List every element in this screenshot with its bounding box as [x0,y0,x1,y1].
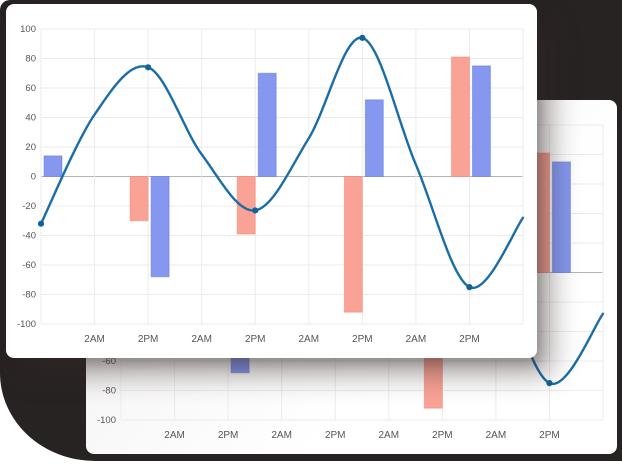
svg-text:80: 80 [25,54,36,65]
svg-text:-60: -60 [22,260,36,271]
svg-text:0: 0 [31,172,36,183]
svg-text:2AM: 2AM [406,334,427,345]
svg-text:2PM: 2PM [218,430,239,441]
svg-text:20: 20 [25,142,36,153]
svg-text:-100: -100 [17,319,36,330]
svg-text:-80: -80 [22,290,36,301]
svg-text:2AM: 2AM [191,334,212,345]
combo-chart-canvas-front: 100 80 60 40 20 0 -20 -40 -60 -80 -100 2AM 2PM 2AM 2PM… [17,24,525,345]
svg-text:60: 60 [25,83,36,94]
svg-text:100: 100 [20,24,36,35]
front-chart-card: 100 80 60 40 20 0 -20 -40 -60 -80 -100 2AM 2PM 2AM 2PM… [6,4,537,358]
svg-text:2AM: 2AM [486,430,507,441]
svg-text:-100: -100 [97,415,116,426]
svg-text:2AM: 2AM [84,334,105,345]
svg-text:2AM: 2AM [164,430,185,441]
svg-text:-80: -80 [102,386,116,397]
svg-text:2PM: 2PM [138,334,159,345]
svg-text:2PM: 2PM [245,334,266,345]
svg-text:2AM: 2AM [271,430,292,441]
svg-text:2PM: 2PM [539,430,560,441]
svg-text:2AM: 2AM [298,334,319,345]
svg-text:2PM: 2PM [325,430,346,441]
svg-text:-40: -40 [22,231,36,242]
svg-text:-20: -20 [22,201,36,212]
svg-text:-60: -60 [102,356,116,367]
svg-text:2AM: 2AM [378,430,399,441]
svg-text:2PM: 2PM [352,334,373,345]
svg-text:2PM: 2PM [459,334,480,345]
svg-text:40: 40 [25,113,36,124]
svg-text:2PM: 2PM [432,430,453,441]
